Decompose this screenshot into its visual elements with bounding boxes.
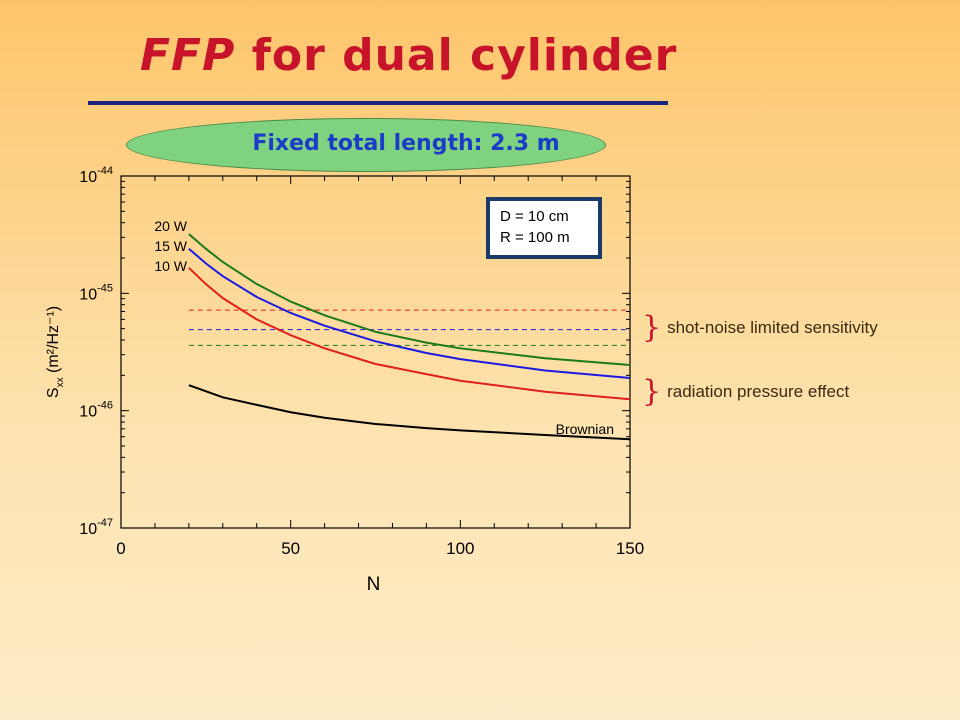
- brace-icon: }: [642, 310, 662, 345]
- slide-title-em: FFP: [140, 30, 236, 81]
- info-box-line: D = 10 cm: [500, 208, 569, 225]
- info-box: [486, 197, 602, 259]
- series-line-brownian: [188, 384, 631, 441]
- series-label-brownian: Brownian: [556, 421, 614, 437]
- title-underline: [88, 101, 668, 105]
- series-label-10-w: 10 W: [154, 258, 187, 274]
- series-label-15-w: 15 W: [154, 238, 187, 254]
- y-axis-label: Sxx (m²/Hz⁻¹): [45, 306, 66, 398]
- annotation-shot-noise: } shot-noise limited sensitivity: [642, 310, 878, 345]
- y-tick-label: 10-44: [79, 165, 113, 186]
- plot-layer: 0 50 100 150 10-47 10-46 10-45 10-44 N Sxx (m²/Hz…: [45, 165, 644, 595]
- slide-title-rest: for dual cylinder: [235, 30, 678, 81]
- x-tick-label: 0: [116, 539, 125, 558]
- annotation-radiation: } radiation pressure effect: [642, 374, 849, 409]
- series-line-10-w: [188, 267, 631, 401]
- series-line-20-w: [188, 233, 631, 367]
- y-tick-label: 10-47: [79, 517, 113, 538]
- subtitle-text: Fixed total length: 2.3 m: [252, 131, 560, 156]
- x-tick-label: 100: [446, 539, 474, 558]
- x-tick-label: 50: [281, 539, 300, 558]
- brace-icon: }: [642, 374, 662, 409]
- subtitle-oval: [126, 118, 606, 172]
- annotation-radiation-text: radiation pressure effect: [667, 382, 850, 401]
- y-tick-label: 10-45: [79, 282, 113, 303]
- info-box-line: R = 100 m: [500, 229, 570, 246]
- series-label-20-w: 20 W: [154, 218, 187, 234]
- plot-frame: [120, 175, 631, 529]
- x-tick-label: 150: [616, 539, 644, 558]
- y-tick-label: 10-46: [79, 400, 113, 421]
- annotation-shot-noise-text: shot-noise limited sensitivity: [667, 318, 878, 337]
- x-axis-label: N: [367, 574, 381, 595]
- series-line-15-w: [188, 247, 631, 379]
- slide-title: FFP for dual cylinder: [140, 30, 677, 81]
